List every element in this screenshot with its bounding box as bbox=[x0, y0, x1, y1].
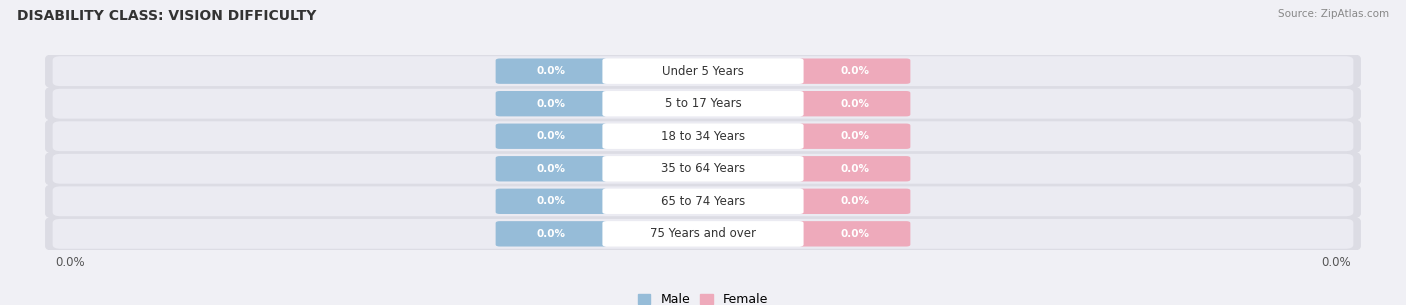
FancyBboxPatch shape bbox=[45, 217, 1361, 251]
Text: 0.0%: 0.0% bbox=[839, 99, 869, 109]
FancyBboxPatch shape bbox=[52, 154, 1354, 184]
Text: 0.0%: 0.0% bbox=[839, 196, 869, 206]
Text: 75 Years and over: 75 Years and over bbox=[650, 227, 756, 240]
FancyBboxPatch shape bbox=[45, 54, 1361, 88]
FancyBboxPatch shape bbox=[799, 91, 910, 117]
FancyBboxPatch shape bbox=[799, 124, 910, 149]
FancyBboxPatch shape bbox=[799, 188, 910, 214]
Text: 18 to 34 Years: 18 to 34 Years bbox=[661, 130, 745, 143]
Text: 0.0%: 0.0% bbox=[537, 131, 567, 141]
FancyBboxPatch shape bbox=[45, 119, 1361, 153]
FancyBboxPatch shape bbox=[52, 89, 1354, 119]
FancyBboxPatch shape bbox=[496, 188, 607, 214]
FancyBboxPatch shape bbox=[496, 156, 607, 181]
FancyBboxPatch shape bbox=[496, 91, 607, 117]
Text: 0.0%: 0.0% bbox=[55, 256, 84, 269]
Text: 0.0%: 0.0% bbox=[839, 66, 869, 76]
FancyBboxPatch shape bbox=[602, 188, 804, 214]
Text: 0.0%: 0.0% bbox=[839, 164, 869, 174]
FancyBboxPatch shape bbox=[799, 59, 910, 84]
FancyBboxPatch shape bbox=[602, 124, 804, 149]
FancyBboxPatch shape bbox=[45, 184, 1361, 219]
FancyBboxPatch shape bbox=[45, 152, 1361, 186]
Text: 35 to 64 Years: 35 to 64 Years bbox=[661, 162, 745, 175]
FancyBboxPatch shape bbox=[602, 59, 804, 84]
Text: 0.0%: 0.0% bbox=[537, 164, 567, 174]
FancyBboxPatch shape bbox=[799, 156, 910, 181]
FancyBboxPatch shape bbox=[496, 59, 607, 84]
Text: Under 5 Years: Under 5 Years bbox=[662, 65, 744, 78]
Text: 0.0%: 0.0% bbox=[839, 229, 869, 239]
FancyBboxPatch shape bbox=[52, 219, 1354, 249]
FancyBboxPatch shape bbox=[45, 86, 1361, 121]
Text: 65 to 74 Years: 65 to 74 Years bbox=[661, 195, 745, 208]
Text: 0.0%: 0.0% bbox=[537, 66, 567, 76]
Text: 0.0%: 0.0% bbox=[839, 131, 869, 141]
Text: 5 to 17 Years: 5 to 17 Years bbox=[665, 97, 741, 110]
FancyBboxPatch shape bbox=[52, 121, 1354, 151]
FancyBboxPatch shape bbox=[496, 221, 607, 246]
Text: 0.0%: 0.0% bbox=[537, 229, 567, 239]
FancyBboxPatch shape bbox=[496, 124, 607, 149]
FancyBboxPatch shape bbox=[602, 221, 804, 246]
FancyBboxPatch shape bbox=[52, 186, 1354, 216]
Text: 0.0%: 0.0% bbox=[1322, 256, 1351, 269]
Text: DISABILITY CLASS: VISION DIFFICULTY: DISABILITY CLASS: VISION DIFFICULTY bbox=[17, 9, 316, 23]
FancyBboxPatch shape bbox=[52, 56, 1354, 86]
Text: 0.0%: 0.0% bbox=[537, 99, 567, 109]
FancyBboxPatch shape bbox=[799, 221, 910, 246]
Text: Source: ZipAtlas.com: Source: ZipAtlas.com bbox=[1278, 9, 1389, 19]
FancyBboxPatch shape bbox=[602, 91, 804, 117]
Legend: Male, Female: Male, Female bbox=[638, 293, 768, 305]
Text: 0.0%: 0.0% bbox=[537, 196, 567, 206]
FancyBboxPatch shape bbox=[602, 156, 804, 181]
